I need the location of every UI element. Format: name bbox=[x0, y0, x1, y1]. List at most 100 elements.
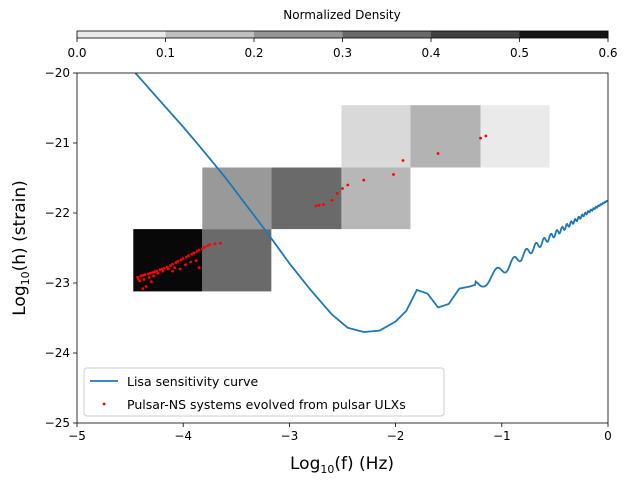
colorbar-band bbox=[431, 31, 520, 38]
heatmap-cell bbox=[480, 105, 550, 168]
scatter-point bbox=[137, 278, 140, 281]
scatter-point bbox=[161, 269, 165, 273]
scatter-point bbox=[194, 259, 198, 262]
scatter-point bbox=[189, 260, 193, 264]
scatter-point bbox=[155, 269, 159, 273]
x-tick-label: −4 bbox=[174, 429, 192, 443]
y-tick-label: −21 bbox=[45, 136, 70, 150]
scatter-point bbox=[314, 204, 318, 208]
colorbar-band bbox=[519, 31, 609, 38]
heatmap bbox=[133, 105, 550, 292]
scatter-point bbox=[143, 273, 147, 276]
x-tick-label: 0 bbox=[604, 429, 612, 443]
colorbar-tick-label: 0.6 bbox=[598, 46, 617, 60]
scatter-point bbox=[166, 267, 170, 271]
scatter-point bbox=[335, 192, 339, 195]
scatter-point bbox=[401, 159, 405, 162]
scatter-point bbox=[195, 250, 199, 253]
colorbar-band bbox=[77, 31, 166, 38]
scatter-point bbox=[165, 265, 169, 269]
scatter-point bbox=[148, 271, 152, 275]
scatter-point bbox=[200, 247, 204, 251]
scatter-point bbox=[218, 241, 222, 245]
heatmap-cell bbox=[341, 167, 411, 230]
scatter-point bbox=[213, 242, 217, 246]
scatter-point bbox=[162, 266, 166, 270]
scatter-point bbox=[156, 271, 160, 275]
scatter-point bbox=[206, 244, 210, 248]
scatter-point bbox=[178, 267, 182, 271]
scatter-point bbox=[187, 254, 190, 258]
legend-scatter-swatch bbox=[102, 402, 106, 406]
colorbar-band bbox=[165, 31, 255, 38]
scatter-point bbox=[346, 183, 350, 187]
scatter-point bbox=[174, 261, 178, 265]
colorbar-tick-label: 0.2 bbox=[244, 46, 263, 60]
scatter-point bbox=[317, 203, 321, 207]
x-tick-label: −1 bbox=[493, 429, 511, 443]
scatter-point bbox=[181, 257, 185, 260]
colorbar-ticks: 0.0 0.1 0.2 0.3 0.4 0.5 0.6 bbox=[67, 38, 618, 60]
heatmap-cell bbox=[133, 229, 203, 292]
y-axis-ticks: −25 −24 −23 −22 −21 −20 bbox=[45, 66, 77, 430]
pulsar-ns-scatter bbox=[136, 134, 488, 290]
scatter-point bbox=[479, 136, 482, 140]
y-tick-label: −23 bbox=[45, 276, 70, 290]
x-tick-label: −2 bbox=[387, 429, 405, 443]
scatter-point bbox=[151, 271, 154, 274]
colorbar-tick-label: 0.3 bbox=[333, 46, 352, 60]
colorbar-title: Normalized Density bbox=[283, 8, 401, 22]
colorbar-band bbox=[254, 31, 343, 38]
heatmap-cell bbox=[271, 167, 342, 230]
scatter-point bbox=[176, 259, 180, 263]
plot-frame bbox=[76, 72, 609, 424]
colorbar-tick-label: 0.5 bbox=[510, 46, 529, 60]
heatmap-cell bbox=[341, 105, 411, 168]
colorbar-band bbox=[342, 31, 432, 38]
scatter-point bbox=[392, 173, 395, 176]
scatter-point bbox=[142, 278, 146, 281]
x-axis-ticks: −5 −4 −3 −2 −1 0 bbox=[68, 423, 612, 443]
scatter-point bbox=[341, 187, 344, 190]
scatter-point bbox=[183, 263, 187, 267]
y-tick-label: −25 bbox=[45, 416, 70, 430]
x-tick-label: −3 bbox=[281, 429, 299, 443]
scatter-point bbox=[158, 268, 162, 272]
colorbar-tick-label: 0.0 bbox=[67, 46, 86, 60]
heatmap-cell bbox=[202, 167, 272, 230]
y-tick-label: −20 bbox=[45, 66, 70, 80]
colorbar-tick-label: 0.4 bbox=[421, 46, 440, 60]
scatter-point bbox=[184, 255, 188, 259]
scatter-point bbox=[139, 274, 143, 278]
colorbar: Normalized Density 0.0 0.1 0.2 0.3 0.4 0.5 0.6 bbox=[67, 8, 617, 60]
scatter-point bbox=[208, 243, 212, 246]
lisa-sensitivity-curve bbox=[134, 73, 608, 333]
legend-box bbox=[83, 367, 445, 417]
colorbar-bands bbox=[77, 31, 609, 38]
scatter-point bbox=[144, 285, 148, 288]
colorbar-tick-label: 0.1 bbox=[156, 46, 175, 60]
scatter-point bbox=[160, 267, 164, 271]
scatter-point bbox=[179, 258, 183, 262]
scatter-point bbox=[149, 280, 153, 283]
scatter-point bbox=[192, 251, 196, 255]
legend-entry-lisa: Lisa sensitivity curve bbox=[127, 374, 259, 389]
x-tick-label: −5 bbox=[68, 429, 86, 443]
y-tick-label: −24 bbox=[45, 346, 70, 360]
scatter-point bbox=[152, 274, 155, 278]
scatter-point bbox=[147, 276, 151, 279]
scatter-point bbox=[171, 262, 174, 266]
scatter-point bbox=[141, 273, 145, 277]
scatter-point bbox=[173, 266, 177, 269]
scatter-point bbox=[484, 134, 488, 138]
heatmap-cell bbox=[410, 105, 481, 168]
y-axis-label: Log10(h) (strain) bbox=[10, 180, 32, 316]
scatter-point bbox=[190, 252, 194, 256]
legend-entry-pulsar: Pulsar-NS systems evolved from pulsar UL… bbox=[127, 397, 406, 412]
scatter-point bbox=[153, 270, 156, 274]
scatter-point bbox=[362, 178, 366, 182]
scatter-point bbox=[197, 248, 201, 252]
scatter-point bbox=[171, 269, 174, 273]
scatter-point bbox=[146, 272, 150, 276]
